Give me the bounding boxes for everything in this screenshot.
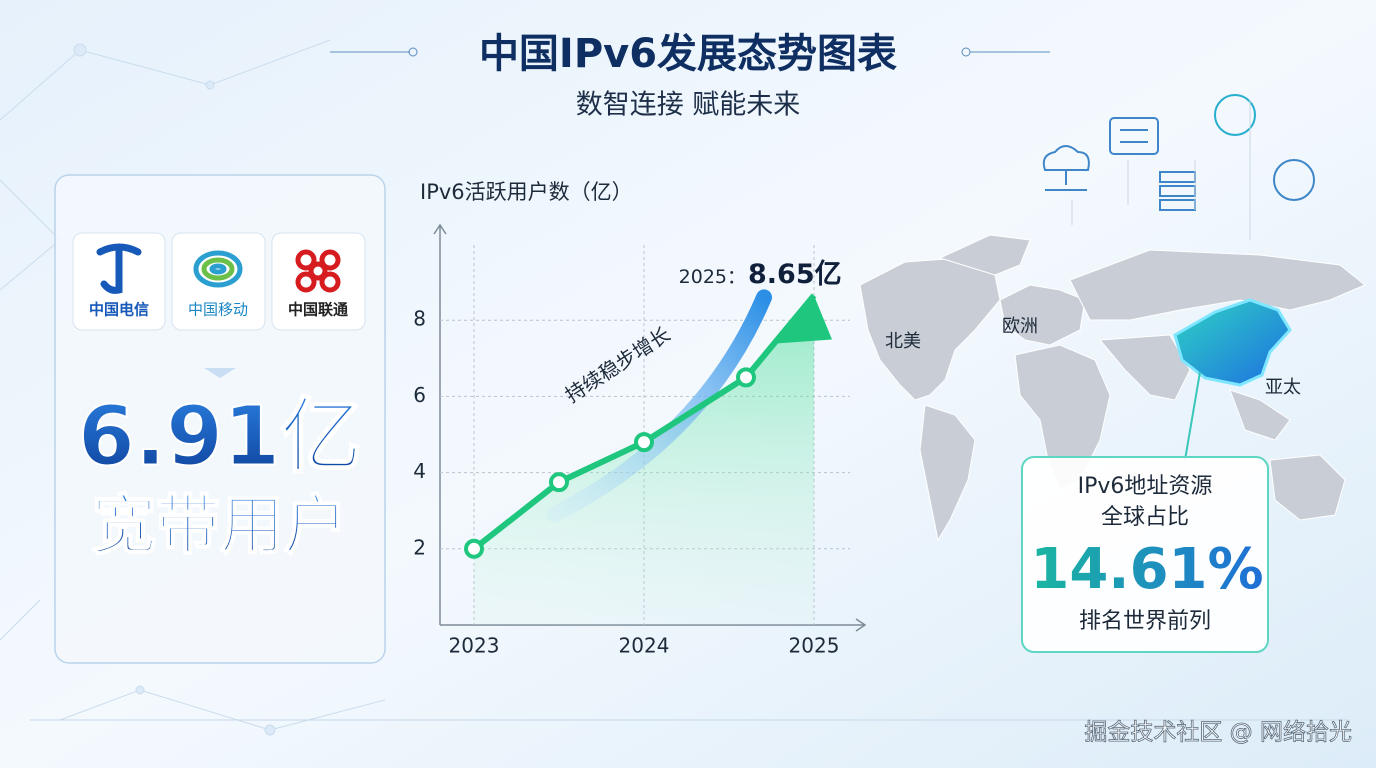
info-line: IPv6地址资源 xyxy=(1078,474,1213,499)
watermark: 掘金技术社区 @ 网络拾光 xyxy=(1084,720,1352,746)
info-box xyxy=(1021,456,1269,653)
info-note: 排名世界前列 xyxy=(1079,609,1211,634)
x-tick-label: 2025 xyxy=(789,634,840,658)
x-tick-label: 2023 xyxy=(449,634,500,658)
title-dot xyxy=(961,47,971,57)
y-axis-arrow xyxy=(433,223,447,235)
value-label: 8.65亿 xyxy=(748,259,842,290)
china-highlight xyxy=(1173,298,1292,387)
region-label: 亚太 xyxy=(1265,377,1301,398)
title: 中国IPv6发展态势图表 xyxy=(479,31,897,77)
y-tick-label: 2 xyxy=(413,535,426,559)
y-tick-label: 8 xyxy=(413,307,426,331)
callout-line xyxy=(1184,371,1201,461)
x-axis-arrow xyxy=(855,618,867,632)
region-label: 欧洲 xyxy=(1002,316,1038,337)
logo-name: 中国移动 xyxy=(188,301,248,319)
point xyxy=(634,432,654,453)
subtitle: 数智连接 赋能未来 xyxy=(576,90,801,121)
world-map xyxy=(859,234,1366,542)
title-dot xyxy=(408,47,418,57)
point xyxy=(549,472,569,493)
network-icons xyxy=(1042,94,1315,240)
big-label: 宽带用户 xyxy=(92,490,348,564)
logo-name: 中国电信 xyxy=(89,301,149,319)
trend-arrow xyxy=(546,289,772,523)
point xyxy=(736,367,756,388)
arrow-head xyxy=(776,295,832,344)
region-label: 北美 xyxy=(885,331,921,352)
big-number: 6.91亿 xyxy=(78,389,362,484)
logo-cards xyxy=(72,232,366,331)
value-label-prefix: 2025： xyxy=(679,266,746,288)
y-tick-label: 6 xyxy=(413,383,426,407)
x-tick-label: 2024 xyxy=(619,634,670,658)
info-value: 14.61% xyxy=(1030,537,1263,602)
info-line: 全球占比 xyxy=(1101,505,1189,530)
logo-name: 中国联通 xyxy=(288,301,348,319)
point xyxy=(464,538,484,559)
y-tick-label: 4 xyxy=(413,459,426,483)
y-axis-label: IPv6活跃用户数（亿） xyxy=(420,180,633,204)
chevron xyxy=(204,368,236,378)
